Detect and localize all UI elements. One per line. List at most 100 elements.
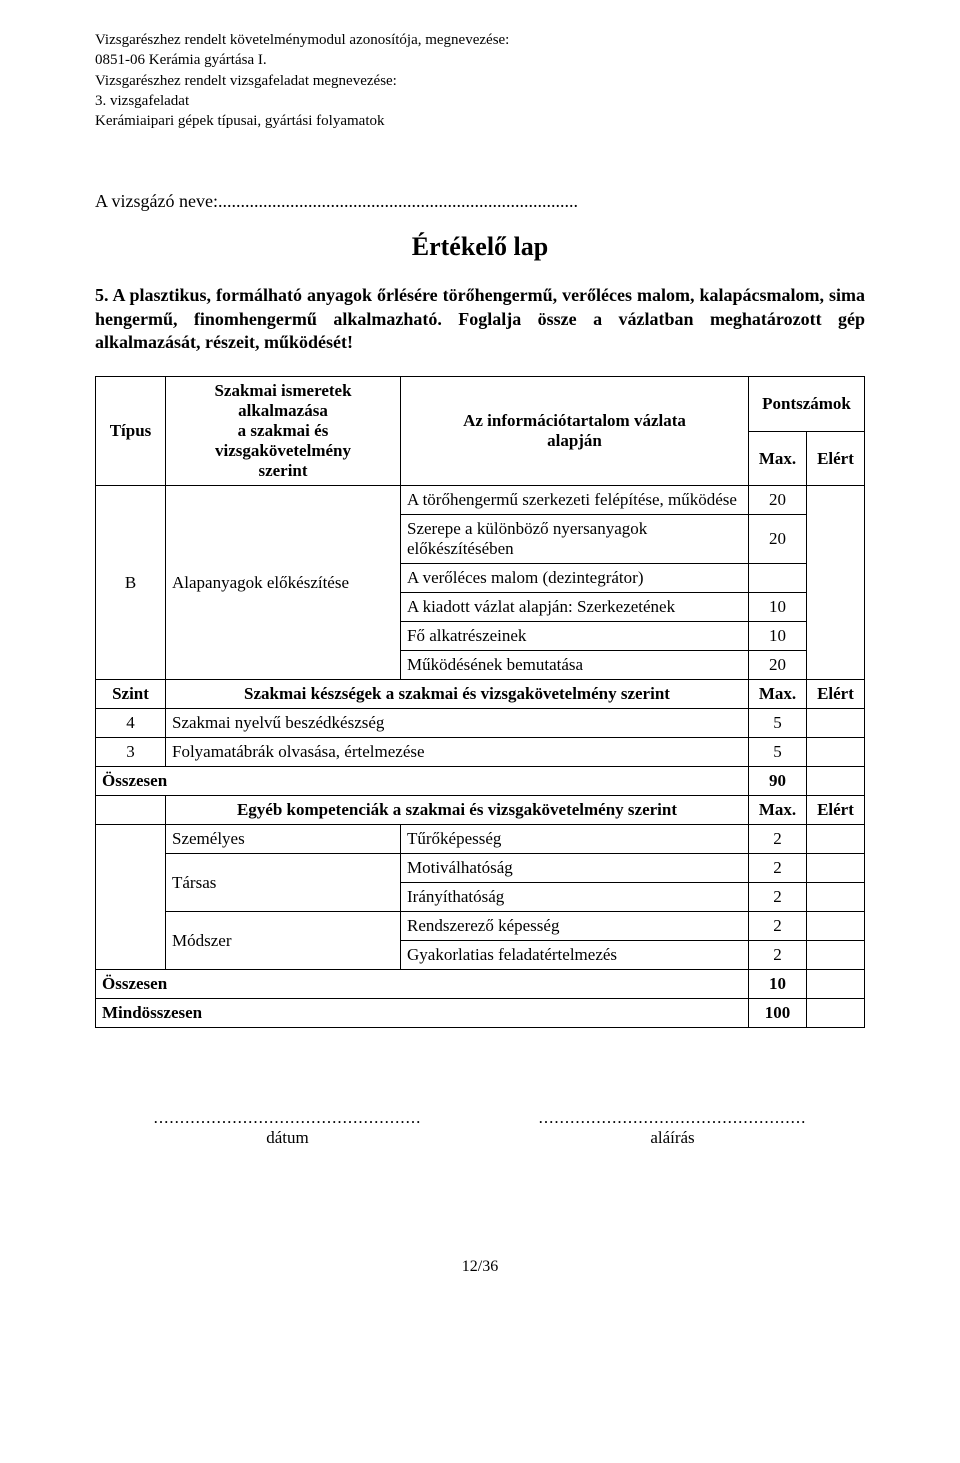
- comp-score-5: 2: [749, 941, 807, 970]
- comp-elert-2: [807, 854, 865, 883]
- info-cell-4: A kiadott vázlat alapján: Szerkezetének: [401, 593, 749, 622]
- comp-elert-header: Elért: [807, 796, 865, 825]
- skill-1-szint: 4: [96, 709, 166, 738]
- grand-total-value: 100: [749, 999, 807, 1028]
- info-row-1: B Alapanyagok előkészítése A törőhengerm…: [96, 486, 865, 515]
- skills-max-header: Max.: [749, 680, 807, 709]
- comp-col-blank: [96, 825, 166, 970]
- header-line-5: Kerámiaipari gépek típusai, gyártási fol…: [95, 111, 865, 131]
- grand-total-row: Mindösszesen 100: [96, 999, 865, 1028]
- skill-2-szint: 3: [96, 738, 166, 767]
- info-cell-5: Fő alkatrészeinek: [401, 622, 749, 651]
- comp-score-2: 2: [749, 854, 807, 883]
- comp-item-3: Irányíthatóság: [401, 883, 749, 912]
- date-block: ........................................…: [138, 1108, 438, 1148]
- header-line-3: Vizsgarészhez rendelt vizsgafeladat megn…: [95, 71, 865, 91]
- comp-row-4: Módszer Rendszerező képesség 2: [96, 912, 865, 941]
- table-header-row-1: Típus Szakmai ismeretek alkalmazása a sz…: [96, 377, 865, 432]
- col-header-tipus: Típus: [96, 377, 166, 486]
- skill-2-max: 5: [749, 738, 807, 767]
- task-description: 5. A plasztikus, formálható anyagok őrlé…: [95, 284, 865, 354]
- examinee-fill-dots: [218, 191, 578, 211]
- skill-2-elert: [807, 738, 865, 767]
- date-line: ........................................…: [154, 1108, 422, 1128]
- keszsegek-header: Szakmai készségek a szakmai és vizsgaköv…: [166, 680, 749, 709]
- alapanyagok-cell: Alapanyagok előkészítése: [166, 486, 401, 680]
- subtotal-row-1: Összesen 90: [96, 767, 865, 796]
- comp-elert-3: [807, 883, 865, 912]
- type-b-cell: B: [96, 486, 166, 680]
- header-line-4: 3. vizsgafeladat: [95, 91, 865, 111]
- signature-row: ........................................…: [95, 1108, 865, 1148]
- comp-group-tarsas: Társas: [166, 854, 401, 912]
- info-score-2: 20: [749, 515, 807, 564]
- comp-item-4: Rendszerező képesség: [401, 912, 749, 941]
- ismeretek-line1: Szakmai ismeretek alkalmazása: [172, 381, 394, 421]
- subtotal-2-label: Összesen: [96, 970, 749, 999]
- skill-1-elert: [807, 709, 865, 738]
- col-header-pontszamok: Pontszámok: [749, 377, 865, 432]
- evaluation-table: Típus Szakmai ismeretek alkalmazása a sz…: [95, 376, 865, 1028]
- subtotal-2-value: 10: [749, 970, 807, 999]
- col-header-ismeretek: Szakmai ismeretek alkalmazása a szakmai …: [166, 377, 401, 486]
- szint-header: Szint: [96, 680, 166, 709]
- comp-score-4: 2: [749, 912, 807, 941]
- grand-total-label: Mindösszesen: [96, 999, 749, 1028]
- module-header: Vizsgarészhez rendelt követelménymodul a…: [95, 30, 865, 131]
- col-header-elert: Elért: [807, 431, 865, 486]
- header-line-1: Vizsgarészhez rendelt követelménymodul a…: [95, 30, 865, 50]
- skills-header-row: Szint Szakmai készségek a szakmai és viz…: [96, 680, 865, 709]
- subtotal-2-elert: [807, 970, 865, 999]
- comp-row-2: Társas Motiválhatóság 2: [96, 854, 865, 883]
- skill-1-max: 5: [749, 709, 807, 738]
- ismeretek-line2: a szakmai és vizsgakövetelmény: [172, 421, 394, 461]
- examinee-label: A vizsgázó neve:: [95, 191, 218, 211]
- page-title: Értékelő lap: [95, 232, 865, 262]
- signature-line: ........................................…: [539, 1108, 807, 1128]
- subtotal-1-label: Összesen: [96, 767, 749, 796]
- subtotal-row-2: Összesen 10: [96, 970, 865, 999]
- col-header-info: Az információtartalom vázlata alapján: [401, 377, 749, 486]
- info-line1: Az információtartalom vázlata: [407, 411, 742, 431]
- info-line2: alapján: [407, 431, 742, 451]
- skill-row-2: 3 Folyamatábrák olvasása, értelmezése 5: [96, 738, 865, 767]
- comp-score-3: 2: [749, 883, 807, 912]
- page-number: 12/36: [95, 1258, 865, 1276]
- subtotal-1-elert: [807, 767, 865, 796]
- subtotal-1-value: 90: [749, 767, 807, 796]
- date-label: dátum: [266, 1128, 309, 1147]
- info-cell-3: A verőléces malom (dezintegrátor): [401, 564, 749, 593]
- comp-max-header: Max.: [749, 796, 807, 825]
- signature-label: aláírás: [650, 1128, 694, 1147]
- info-cell-6: Működésének bemutatása: [401, 651, 749, 680]
- skills-elert-header: Elért: [807, 680, 865, 709]
- info-score-1: 20: [749, 486, 807, 515]
- grand-total-elert: [807, 999, 865, 1028]
- info-cell-1: A törőhengermű szerkezeti felépítése, mű…: [401, 486, 749, 515]
- signature-block: ........................................…: [523, 1108, 823, 1148]
- skill-2-text: Folyamatábrák olvasása, értelmezése: [166, 738, 749, 767]
- comp-score-1: 2: [749, 825, 807, 854]
- comp-elert-5: [807, 941, 865, 970]
- comp-elert-1: [807, 825, 865, 854]
- skill-row-1: 4 Szakmai nyelvű beszédkészség 5: [96, 709, 865, 738]
- info-cell-2: Szerepe a különböző nyersanyagok előkész…: [401, 515, 749, 564]
- info-elert-block: [807, 486, 865, 680]
- comp-group-szemelyes: Személyes: [166, 825, 401, 854]
- page: Vizsgarészhez rendelt követelménymodul a…: [0, 0, 960, 1306]
- skill-1-text: Szakmai nyelvű beszédkészség: [166, 709, 749, 738]
- comp-row-1: Személyes Tűrőképesség 2: [96, 825, 865, 854]
- info-score-3: [749, 564, 807, 593]
- comp-header-text: Egyéb kompetenciák a szakmai és vizsgakö…: [166, 796, 749, 825]
- comp-item-5: Gyakorlatias feladatértelmezés: [401, 941, 749, 970]
- competencies-header-row: Egyéb kompetenciák a szakmai és vizsgakö…: [96, 796, 865, 825]
- comp-item-2: Motiválhatóság: [401, 854, 749, 883]
- examinee-name-line: A vizsgázó neve:: [95, 191, 865, 212]
- comp-elert-4: [807, 912, 865, 941]
- info-score-6: 20: [749, 651, 807, 680]
- comp-item-1: Tűrőképesség: [401, 825, 749, 854]
- info-score-4: 10: [749, 593, 807, 622]
- comp-group-modszer: Módszer: [166, 912, 401, 970]
- info-score-5: 10: [749, 622, 807, 651]
- col-header-max: Max.: [749, 431, 807, 486]
